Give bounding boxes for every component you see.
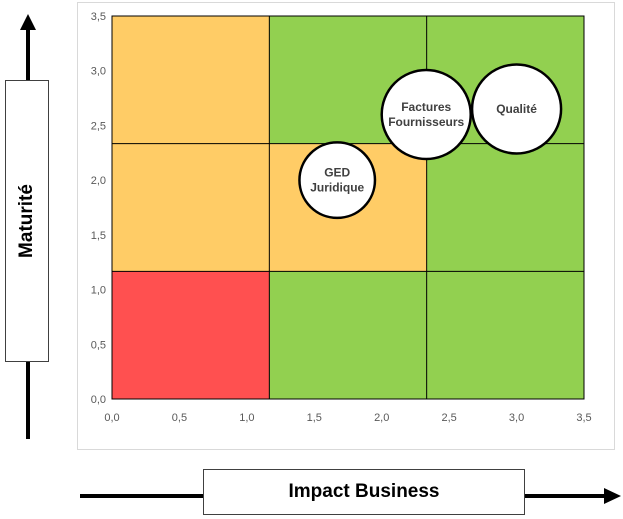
bubble-circle[interactable] [298,141,377,220]
y-tick-label: 3,0 [91,66,106,78]
y-tick-label: 1,5 [91,230,106,242]
bubble-label: Juridique [310,181,364,195]
bubble-3[interactable]: Qualité [470,63,563,155]
x-axis-arrow-head [604,488,621,504]
x-tick-label: 0,0 [104,412,119,424]
y-tick-label: 0,0 [91,394,106,406]
y-tick-label: 0,5 [91,339,106,351]
y-axis-arrow-head [20,14,36,30]
y-tick-label: 3,5 [91,11,106,23]
x-axis-arrow [80,488,621,504]
y-axis-arrow [20,14,36,439]
bubble-circle[interactable] [380,68,472,161]
bubble-label: Qualité [496,102,537,116]
bubble-label: Factures [401,100,451,114]
y-tick-label: 2,5 [91,120,106,132]
zone-cell-top-left [112,16,270,144]
zone-cell-bottom-left [112,271,270,399]
zone-cell-bottom-right [426,271,584,399]
bubble-label: GED [324,166,350,180]
x-tick-label: 3,5 [576,412,591,424]
zone-cell-middle-left [112,143,270,272]
plot-border [111,15,585,400]
chart-frame: 0,0 0,5 1,0 1,5 2,0 2,5 3,0 3,5 0,0 0,5 1,0 1,5 2,0 2… [77,2,615,450]
x-axis-label: Impact Business [288,481,440,502]
y-tick-label: 1,0 [91,285,106,297]
matrix-chart: 0,0 0,5 1,0 1,5 2,0 2,5 3,0 3,5 0,0 0,5 1,0 1,5 2,0 2… [91,11,592,424]
x-tick-label: 2,0 [374,412,389,424]
x-tick-label: 2,5 [441,412,456,424]
x-tick-label: 0,5 [172,412,187,424]
y-axis-label: Maturité [16,184,37,258]
bubble-circle[interactable] [470,63,563,155]
x-tick-label: 1,5 [307,412,322,424]
tick-labels: 0,0 0,5 1,0 1,5 2,0 2,5 3,0 3,5 0,0 0,5 1,0 1,5 2,0 2… [91,11,592,424]
y-axis-label-box: Maturité [5,80,49,362]
zone-cell-middle-right [426,143,584,272]
bubble-label: Fournisseurs [388,115,464,129]
y-tick-label: 2,0 [91,175,106,187]
x-tick-label: 1,0 [239,412,254,424]
zone-cell-bottom-center [269,271,427,399]
x-tick-label: 3,0 [509,412,524,424]
x-axis-label-box: Impact Business [203,469,525,515]
